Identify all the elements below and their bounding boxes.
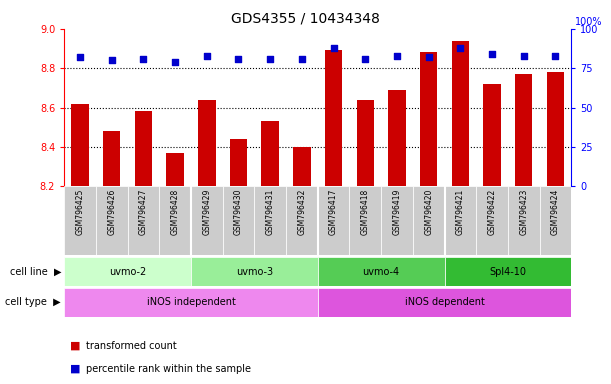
Text: GSM796427: GSM796427 bbox=[139, 188, 148, 235]
Point bbox=[519, 53, 529, 59]
Point bbox=[265, 56, 275, 62]
Bar bbox=[64, 186, 96, 255]
Bar bbox=[128, 186, 159, 255]
Point bbox=[392, 53, 402, 59]
Text: GSM796428: GSM796428 bbox=[170, 188, 180, 235]
Text: GSM796418: GSM796418 bbox=[360, 188, 370, 235]
Point bbox=[233, 56, 243, 62]
Text: GSM796430: GSM796430 bbox=[234, 188, 243, 235]
Bar bbox=[286, 186, 318, 255]
Bar bbox=[166, 153, 184, 186]
Bar bbox=[293, 147, 310, 186]
Bar bbox=[476, 186, 508, 255]
Text: GSM796429: GSM796429 bbox=[202, 188, 211, 235]
Bar bbox=[388, 90, 406, 186]
Bar bbox=[191, 186, 222, 255]
Bar bbox=[445, 186, 476, 255]
Text: cell line  ▶: cell line ▶ bbox=[10, 266, 61, 277]
Point bbox=[139, 56, 148, 62]
Text: GSM796417: GSM796417 bbox=[329, 188, 338, 235]
Bar bbox=[349, 186, 381, 255]
Bar bbox=[413, 186, 445, 255]
Bar bbox=[222, 186, 254, 255]
Bar bbox=[230, 139, 247, 186]
Bar bbox=[191, 257, 318, 286]
Text: percentile rank within the sample: percentile rank within the sample bbox=[86, 364, 251, 374]
Text: transformed count: transformed count bbox=[86, 341, 177, 351]
Text: iNOS independent: iNOS independent bbox=[147, 297, 235, 308]
Text: ■: ■ bbox=[70, 364, 81, 374]
Bar bbox=[445, 257, 571, 286]
Bar bbox=[254, 186, 286, 255]
Bar bbox=[262, 121, 279, 186]
Point bbox=[329, 45, 338, 51]
Bar bbox=[71, 104, 89, 186]
Bar bbox=[547, 72, 564, 186]
Text: uvmo-4: uvmo-4 bbox=[362, 266, 400, 277]
Bar bbox=[198, 99, 216, 186]
Bar bbox=[452, 41, 469, 186]
Text: cell type  ▶: cell type ▶ bbox=[5, 297, 61, 308]
Bar bbox=[483, 84, 501, 186]
Text: uvmo-2: uvmo-2 bbox=[109, 266, 146, 277]
Point bbox=[297, 56, 307, 62]
Bar bbox=[508, 186, 540, 255]
Point bbox=[487, 51, 497, 57]
Bar bbox=[318, 186, 349, 255]
Text: GSM796432: GSM796432 bbox=[298, 188, 306, 235]
Text: iNOS dependent: iNOS dependent bbox=[404, 297, 485, 308]
Text: GSM796424: GSM796424 bbox=[551, 188, 560, 235]
Bar bbox=[64, 288, 318, 317]
Bar bbox=[96, 186, 128, 255]
Text: uvmo-3: uvmo-3 bbox=[236, 266, 273, 277]
Text: GSM796419: GSM796419 bbox=[392, 188, 401, 235]
Bar bbox=[134, 111, 152, 186]
Text: GSM796431: GSM796431 bbox=[266, 188, 275, 235]
Bar bbox=[103, 131, 120, 186]
Text: GSM796422: GSM796422 bbox=[488, 188, 497, 235]
Bar bbox=[515, 74, 532, 186]
Point bbox=[424, 54, 434, 60]
Bar bbox=[64, 257, 191, 286]
Point bbox=[202, 53, 211, 59]
Point bbox=[75, 54, 85, 60]
Point bbox=[107, 57, 117, 63]
Text: GSM796423: GSM796423 bbox=[519, 188, 529, 235]
Bar bbox=[318, 288, 571, 317]
Text: GSM796426: GSM796426 bbox=[107, 188, 116, 235]
Bar bbox=[318, 257, 445, 286]
Bar bbox=[357, 99, 374, 186]
Text: GSM796420: GSM796420 bbox=[424, 188, 433, 235]
Point bbox=[455, 45, 465, 51]
Bar bbox=[381, 186, 413, 255]
Bar bbox=[420, 52, 437, 186]
Text: GSM796421: GSM796421 bbox=[456, 188, 465, 235]
Text: 100%: 100% bbox=[576, 17, 603, 27]
Bar bbox=[159, 186, 191, 255]
Text: ■: ■ bbox=[70, 341, 81, 351]
Bar bbox=[540, 186, 571, 255]
Text: Spl4-10: Spl4-10 bbox=[489, 266, 527, 277]
Point bbox=[360, 56, 370, 62]
Text: GDS4355 / 10434348: GDS4355 / 10434348 bbox=[231, 12, 380, 25]
Point bbox=[170, 59, 180, 65]
Text: GSM796425: GSM796425 bbox=[76, 188, 84, 235]
Point bbox=[551, 53, 560, 59]
Bar bbox=[325, 50, 342, 186]
